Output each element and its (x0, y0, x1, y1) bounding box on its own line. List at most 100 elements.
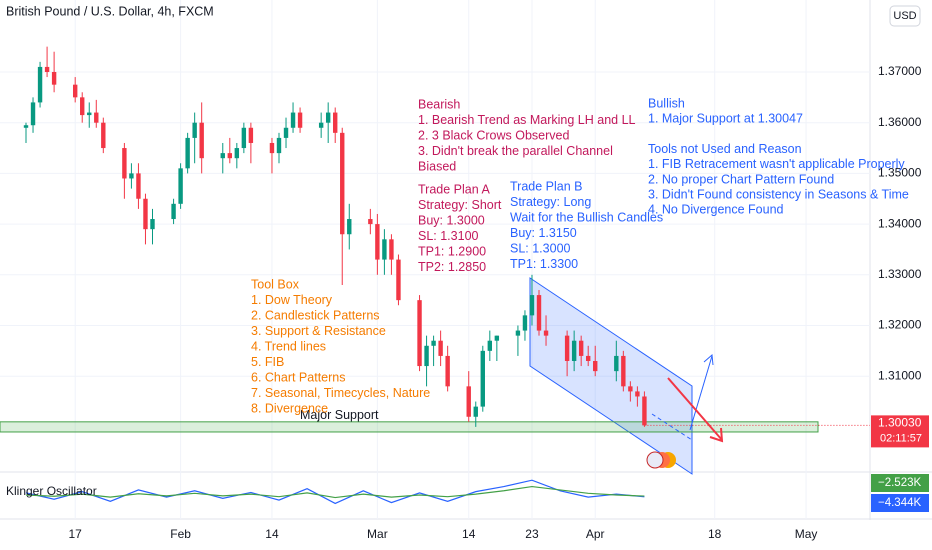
annotation-line: Strategy: Short (418, 198, 502, 212)
candle-body (621, 355, 626, 387)
support-zone-label: Major Support (300, 408, 379, 422)
oscillator-line (25, 479, 645, 505)
y-tick-label: 1.34000 (878, 216, 922, 230)
candle-body (51, 71, 57, 85)
mid-line (651, 413, 693, 441)
candle-body (417, 300, 422, 367)
candle-body (480, 350, 485, 407)
annotation-line: Bearish (418, 97, 460, 111)
oscillator-badge (871, 494, 929, 512)
y-tick-label: 1.37000 (878, 64, 922, 78)
candle-body (23, 125, 29, 128)
y-tick-label: 1.33000 (878, 267, 922, 281)
candle-body (543, 330, 549, 336)
candle-body (178, 168, 183, 204)
candle-body (94, 112, 99, 123)
bullish-arrow-head (703, 353, 714, 366)
candle-body (571, 340, 577, 361)
candle-body (628, 386, 633, 392)
candle-body (80, 97, 85, 116)
y-tick-label: 1.31000 (878, 368, 922, 382)
annotation-line: 2. No proper Chart Pattern Found (648, 172, 834, 186)
x-tick-label: 18 (708, 527, 722, 541)
annotation-line: SL: 1.3000 (510, 241, 571, 255)
candle-body (276, 137, 282, 154)
annotation-line: Tools not Used and Reason (648, 142, 802, 156)
annotation-line: TP2: 1.2850 (418, 260, 486, 274)
candle-body (529, 295, 535, 316)
oscillator-name: Klinger Oscillator (6, 484, 97, 498)
candle-body (87, 112, 92, 116)
candle-body (445, 355, 450, 387)
candle-body (614, 355, 619, 372)
y-tick-label: 1.35000 (878, 166, 922, 180)
candle-body (389, 239, 394, 260)
annotation-line: 2. Candlestick Patterns (251, 308, 380, 322)
candle-body (340, 132, 345, 235)
annotation-line: 3. Didn't Found consistency in Seasons &… (648, 187, 909, 201)
candle-body (375, 224, 380, 260)
candle-body (431, 340, 436, 346)
candle-body (129, 173, 134, 179)
candle-body (122, 148, 127, 179)
annotation-line: 1. FIB Retracement wasn't applicable Pro… (648, 157, 905, 171)
annotation-line: 7. Seasonal, Timecycles, Nature (251, 386, 430, 400)
candle-body (642, 396, 647, 426)
candle-body (333, 112, 338, 133)
annotation-line: 2. 3 Black Crows Observed (418, 128, 569, 142)
countdown-label: 02:11:57 (880, 432, 922, 444)
candle-body (220, 153, 225, 159)
candle-body (248, 127, 254, 143)
oscillator-line (25, 485, 645, 499)
annotation-line: TP1: 1.2900 (418, 244, 486, 258)
last-price-label: 1.30030 (878, 416, 922, 430)
x-tick-label: Apr (586, 527, 605, 541)
candle-body (466, 386, 471, 417)
candle-body (438, 340, 443, 356)
oscillator-value-label: −4.344K (878, 497, 921, 509)
y-tick-label: 1.36000 (878, 115, 922, 129)
support-zone-group: Major Support (0, 408, 819, 433)
annotation-line: 6. Chart Patterns (251, 370, 346, 384)
candle-body (318, 122, 324, 128)
x-tick-label: Mar (367, 527, 388, 541)
candle-body (136, 173, 141, 199)
candle-body (241, 127, 247, 149)
x-tick-label: 14 (462, 527, 476, 541)
annotation-line: Bullish (648, 96, 685, 110)
candle-body (37, 66, 43, 103)
x-tick-label: Feb (170, 527, 191, 541)
annotation-line: Trade Plan A (418, 182, 490, 196)
candle-body (269, 142, 275, 154)
annotation-line: Buy: 1.3000 (418, 213, 485, 227)
candle-body (473, 406, 478, 417)
candle-body (171, 203, 176, 220)
candle-body (72, 84, 78, 98)
annotation-line: 3. Didn't break the parallel Channel (418, 144, 613, 158)
candle-body (347, 219, 352, 235)
candle-body (424, 345, 429, 367)
x-tick-label: 17 (69, 527, 83, 541)
x-tick-label: May (795, 527, 818, 541)
candle-body (192, 122, 197, 138)
candle-body (44, 66, 50, 72)
annotation-line: 4. No Divergence Found (648, 203, 784, 217)
candle-body (578, 340, 584, 356)
currency-label: USD (893, 10, 916, 22)
annotation-line: 1. Dow Theory (251, 293, 333, 307)
candle-body (585, 355, 591, 361)
candle-body (382, 239, 387, 260)
parallel-channel (529, 277, 693, 475)
x-tick-label: 23 (525, 527, 539, 541)
candle-body (185, 137, 190, 169)
annotation-line: 4. Trend lines (251, 339, 326, 353)
bearish-arrow-head (709, 427, 724, 443)
bearish-arrow (667, 377, 723, 441)
oscillator-badge (871, 474, 929, 492)
candle-body (536, 295, 542, 331)
candle-body (593, 360, 598, 372)
candle-body (199, 122, 204, 159)
annotation-line: Trade Plan B (510, 179, 583, 193)
chart-title: British Pound / U.S. Dollar, 4h, FXCM (6, 4, 214, 18)
currency-badge[interactable] (889, 5, 921, 27)
